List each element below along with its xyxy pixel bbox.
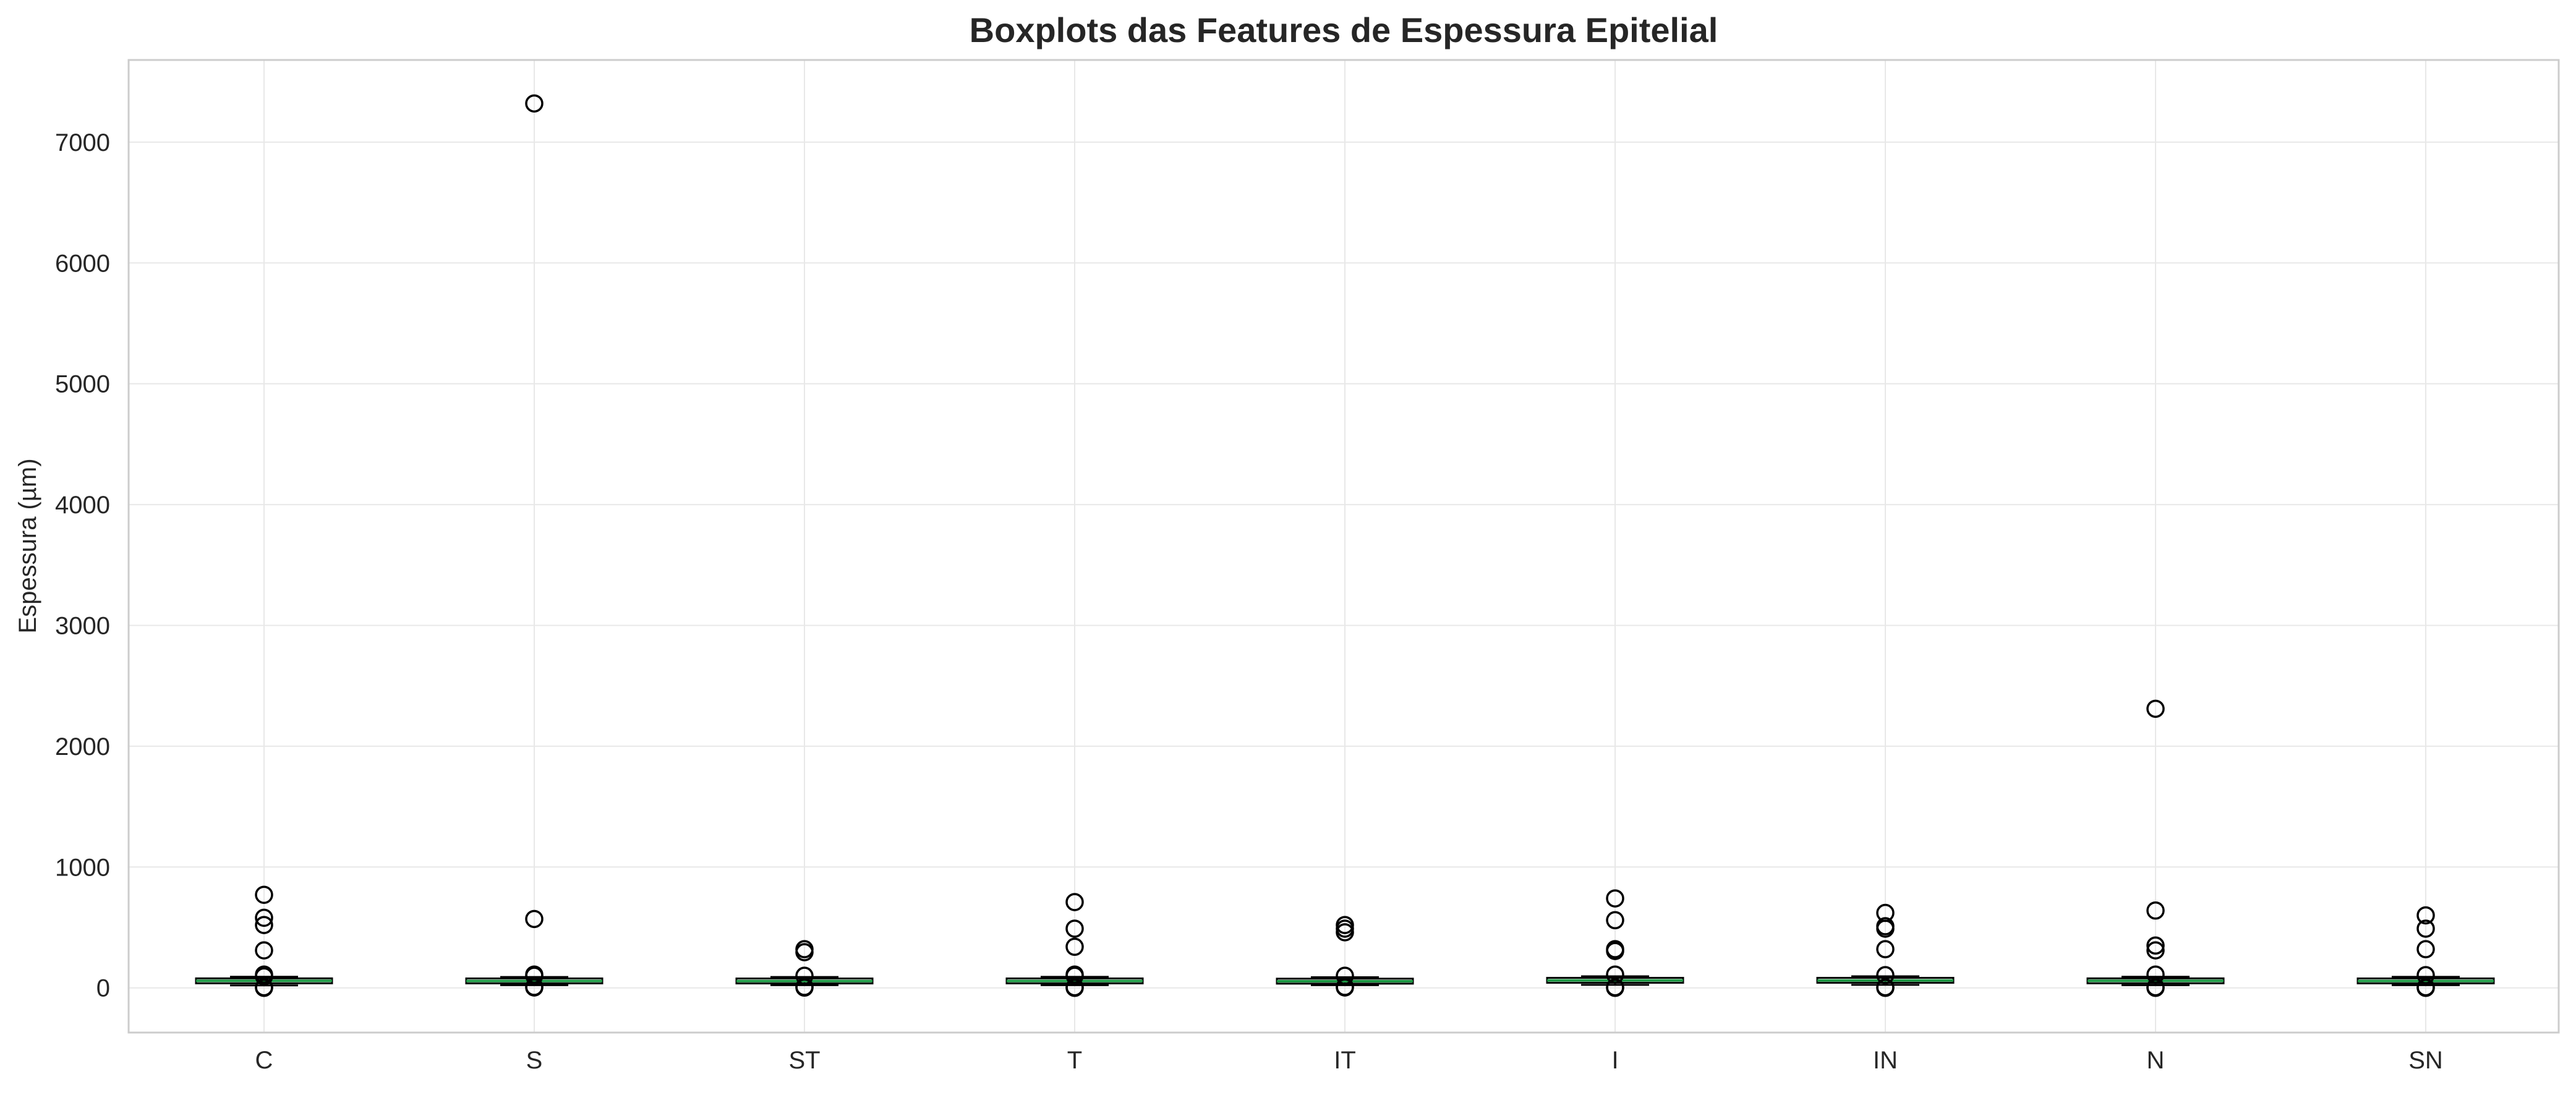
- outlier-point: [1606, 911, 1624, 930]
- outlier-point: [255, 941, 273, 960]
- grid-layer: [129, 60, 2559, 1033]
- outlier-point: [2416, 906, 2435, 925]
- outlier-point: [1065, 978, 1084, 997]
- x-tick-label: S: [526, 1047, 543, 1074]
- boxplot-SN: [2356, 906, 2495, 997]
- outlier-point: [795, 943, 814, 961]
- outlier-point: [525, 94, 544, 113]
- outlier-point: [1876, 966, 1895, 984]
- outlier-point: [255, 978, 273, 997]
- y-tick-label: 0: [96, 975, 110, 1002]
- outlier-point: [2416, 966, 2435, 984]
- x-tick-label: N: [2147, 1047, 2165, 1074]
- boxplot-I: [1546, 889, 1684, 997]
- outlier-point: [795, 978, 814, 997]
- data-layer: [195, 94, 2495, 997]
- y-tick-label: 7000: [55, 129, 110, 156]
- outlier-point: [2146, 901, 2165, 920]
- outlier-point: [255, 908, 273, 927]
- x-tick-label: SN: [2408, 1047, 2443, 1074]
- y-tick-label: 3000: [55, 612, 110, 639]
- outlier-point: [1606, 965, 1624, 984]
- y-tick-label: 2000: [55, 733, 110, 761]
- outlier-point: [2416, 978, 2435, 997]
- outlier-point: [2146, 965, 2165, 984]
- boxplot-T: [1005, 893, 1144, 997]
- outlier-point: [1876, 978, 1895, 997]
- outlier-point: [2146, 978, 2165, 997]
- outlier-point: [1876, 940, 1895, 958]
- y-tick-label: 5000: [55, 371, 110, 398]
- boxplot-S: [465, 94, 603, 997]
- outlier-point: [2146, 941, 2165, 960]
- outlier-point: [255, 916, 273, 934]
- outlier-point: [255, 885, 273, 904]
- x-tick-label: I: [1611, 1047, 1618, 1074]
- outlier-point: [2416, 919, 2435, 938]
- boxplot-IT: [1276, 916, 1414, 997]
- outlier-point: [1065, 966, 1084, 985]
- outlier-point: [255, 967, 273, 986]
- tick-layer: 0 1000 2000 3000 4000 5000 6000 7000 C S ST T IT I IN N…: [55, 129, 2443, 1074]
- x-tick-label: IT: [1334, 1047, 1356, 1074]
- y-axis-label: Espessura (µm): [14, 458, 41, 633]
- outlier-point: [1336, 978, 1354, 997]
- outlier-point: [1336, 923, 1354, 942]
- boxplot-IN: [1816, 903, 1955, 997]
- outlier-point: [1065, 937, 1084, 957]
- boxplot-C: [195, 885, 333, 997]
- boxplot-N: [2086, 699, 2225, 997]
- outlier-point: [2416, 940, 2435, 958]
- outlier-point: [1606, 978, 1624, 997]
- outlier-point: [1876, 919, 1895, 938]
- y-tick-label: 1000: [55, 854, 110, 881]
- outlier-point: [525, 978, 544, 997]
- outlier-point: [525, 910, 544, 929]
- outlier-point: [1336, 966, 1354, 985]
- outlier-point: [1065, 893, 1084, 911]
- x-tick-label: ST: [788, 1047, 820, 1074]
- outlier-point: [795, 966, 814, 985]
- outlier-point: [525, 966, 544, 985]
- y-tick-label: 6000: [55, 250, 110, 277]
- outlier-point: [2146, 936, 2165, 955]
- boxplot-ST: [735, 940, 874, 997]
- outlier-point: [1065, 919, 1084, 938]
- outlier-point: [2146, 699, 2165, 718]
- x-tick-label: C: [255, 1047, 273, 1074]
- x-tick-label: T: [1067, 1047, 1082, 1074]
- plot-frame: [127, 59, 2560, 1034]
- y-tick-label: 4000: [55, 492, 110, 519]
- outlier-point: [1606, 889, 1624, 908]
- chart-title: Boxplots das Features de Espessura Epite…: [970, 11, 1718, 49]
- x-tick-label: IN: [1873, 1047, 1898, 1074]
- outlier-point: [1606, 942, 1624, 960]
